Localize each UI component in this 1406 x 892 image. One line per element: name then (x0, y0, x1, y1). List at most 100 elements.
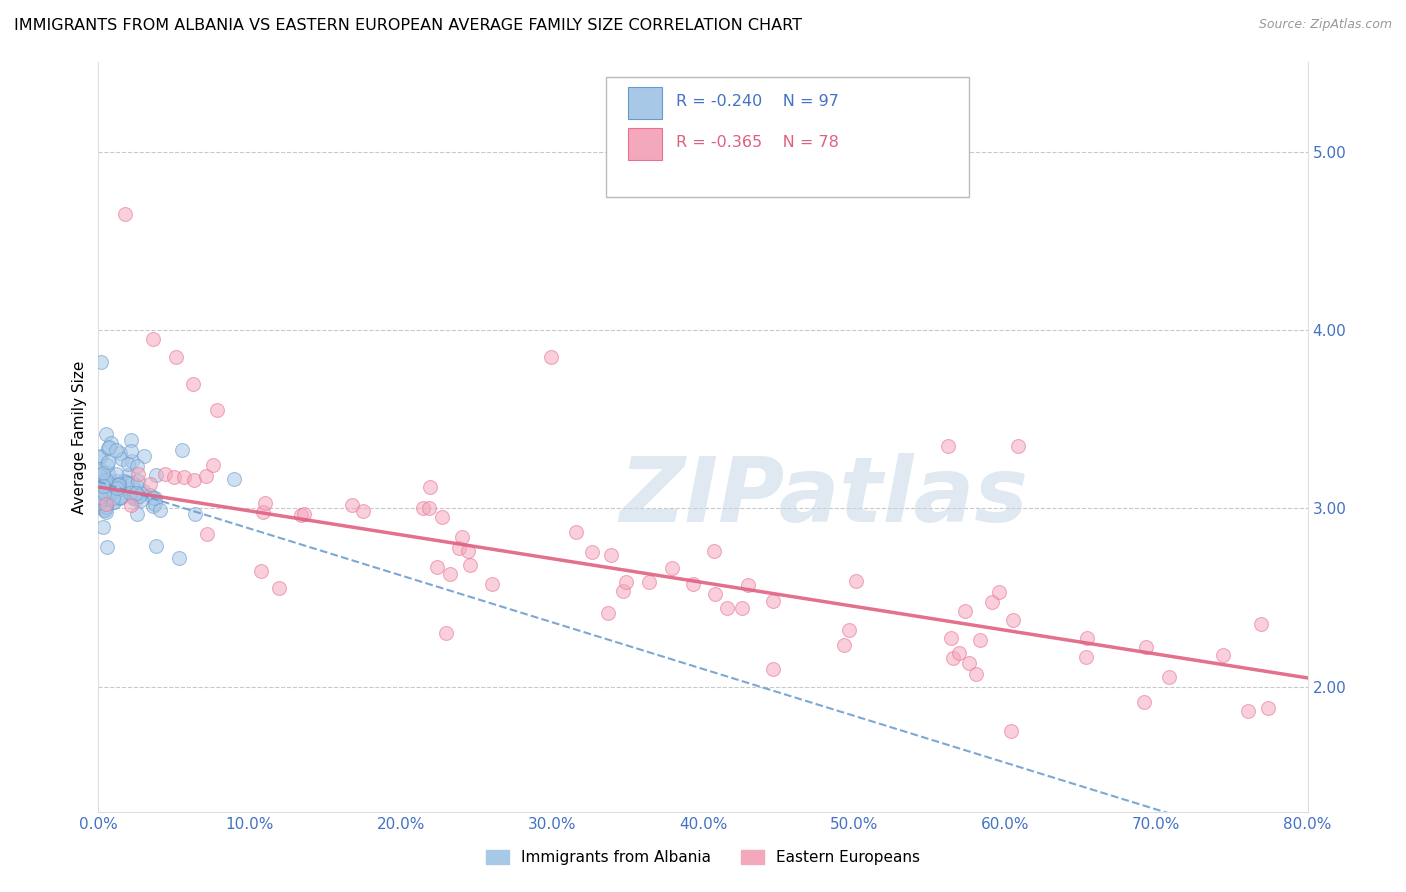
Point (97, 475, 120, 490)
Point (953, 604, 976, 618)
Point (252, 505, 274, 519)
Point (115, 475, 138, 489)
Point (93, 486, 115, 500)
Point (107, 477, 129, 491)
Point (1000, 724, 1022, 739)
Point (89, 450, 111, 465)
Point (939, 632, 962, 646)
Point (121, 489, 143, 503)
Point (97, 455, 120, 469)
Point (100, 483, 122, 498)
Point (108, 491, 131, 505)
Point (121, 480, 143, 494)
Point (98, 476, 121, 491)
Point (127, 467, 149, 481)
Point (418, 500, 440, 515)
Point (948, 646, 970, 660)
Point (94, 503, 117, 517)
Point (637, 574, 659, 589)
Point (965, 667, 987, 681)
Text: Source: ZipAtlas.com: Source: ZipAtlas.com (1258, 18, 1392, 31)
Point (167, 551, 190, 566)
Point (91, 479, 114, 493)
Point (1212, 648, 1234, 662)
Text: R = -0.240    N = 97: R = -0.240 N = 97 (676, 94, 839, 109)
Point (142, 332, 165, 346)
Point (110, 445, 132, 459)
Point (117, 457, 139, 471)
Point (224, 472, 246, 486)
Bar (628, 128, 662, 160)
Point (173, 470, 195, 484)
Point (426, 560, 449, 574)
Point (181, 376, 204, 391)
Point (90, 449, 112, 463)
Point (737, 577, 759, 591)
Point (565, 524, 588, 539)
Point (447, 541, 470, 555)
Point (127, 508, 149, 522)
Point (1076, 649, 1098, 664)
Point (581, 545, 603, 559)
Point (142, 491, 165, 505)
Point (838, 623, 860, 637)
Point (121, 476, 143, 491)
Point (110, 482, 132, 496)
Point (290, 508, 312, 522)
Point (89, 468, 111, 483)
Point (969, 632, 991, 647)
Point (145, 539, 167, 553)
Point (253, 496, 276, 510)
Point (89, 496, 111, 510)
Point (980, 595, 1002, 609)
Point (195, 469, 218, 483)
Point (96, 485, 118, 500)
Point (96, 497, 118, 511)
Text: R = -0.365    N = 78: R = -0.365 N = 78 (676, 135, 839, 150)
Point (762, 594, 785, 608)
Point (108, 490, 131, 504)
Point (1257, 701, 1279, 715)
Point (434, 625, 457, 640)
Point (703, 587, 725, 601)
Point (91, 467, 114, 481)
Point (143, 497, 166, 511)
Point (540, 350, 562, 364)
Point (419, 480, 441, 494)
Point (108, 476, 131, 491)
Point (458, 558, 481, 572)
Point (104, 467, 127, 481)
Point (94, 481, 117, 495)
Point (98, 441, 121, 455)
Point (1133, 695, 1156, 709)
Point (430, 509, 453, 524)
Point (104, 442, 127, 457)
Point (90, 355, 112, 369)
Point (121, 491, 143, 505)
Point (110, 491, 132, 505)
Point (762, 663, 785, 677)
Point (1250, 617, 1272, 632)
Point (205, 403, 228, 417)
Text: IMMIGRANTS FROM ALBANIA VS EASTERN EUROPEAN AVERAGE FAMILY SIZE CORRELATION CHAR: IMMIGRANTS FROM ALBANIA VS EASTERN EUROP… (14, 18, 801, 33)
Point (98, 473, 121, 487)
Point (93, 499, 115, 513)
Point (115, 475, 138, 490)
Point (1001, 613, 1024, 627)
Point (1237, 704, 1260, 718)
Point (89, 484, 111, 499)
Point (141, 499, 163, 513)
Point (481, 577, 503, 591)
Point (682, 577, 704, 591)
Point (121, 434, 143, 448)
Point (292, 507, 315, 521)
Point (105, 474, 128, 488)
Point (96, 540, 118, 554)
Point (112, 474, 135, 488)
Point (596, 606, 619, 620)
Point (451, 530, 474, 544)
Point (612, 584, 634, 599)
Point (987, 584, 1010, 599)
Point (614, 575, 637, 590)
Point (93, 478, 115, 492)
